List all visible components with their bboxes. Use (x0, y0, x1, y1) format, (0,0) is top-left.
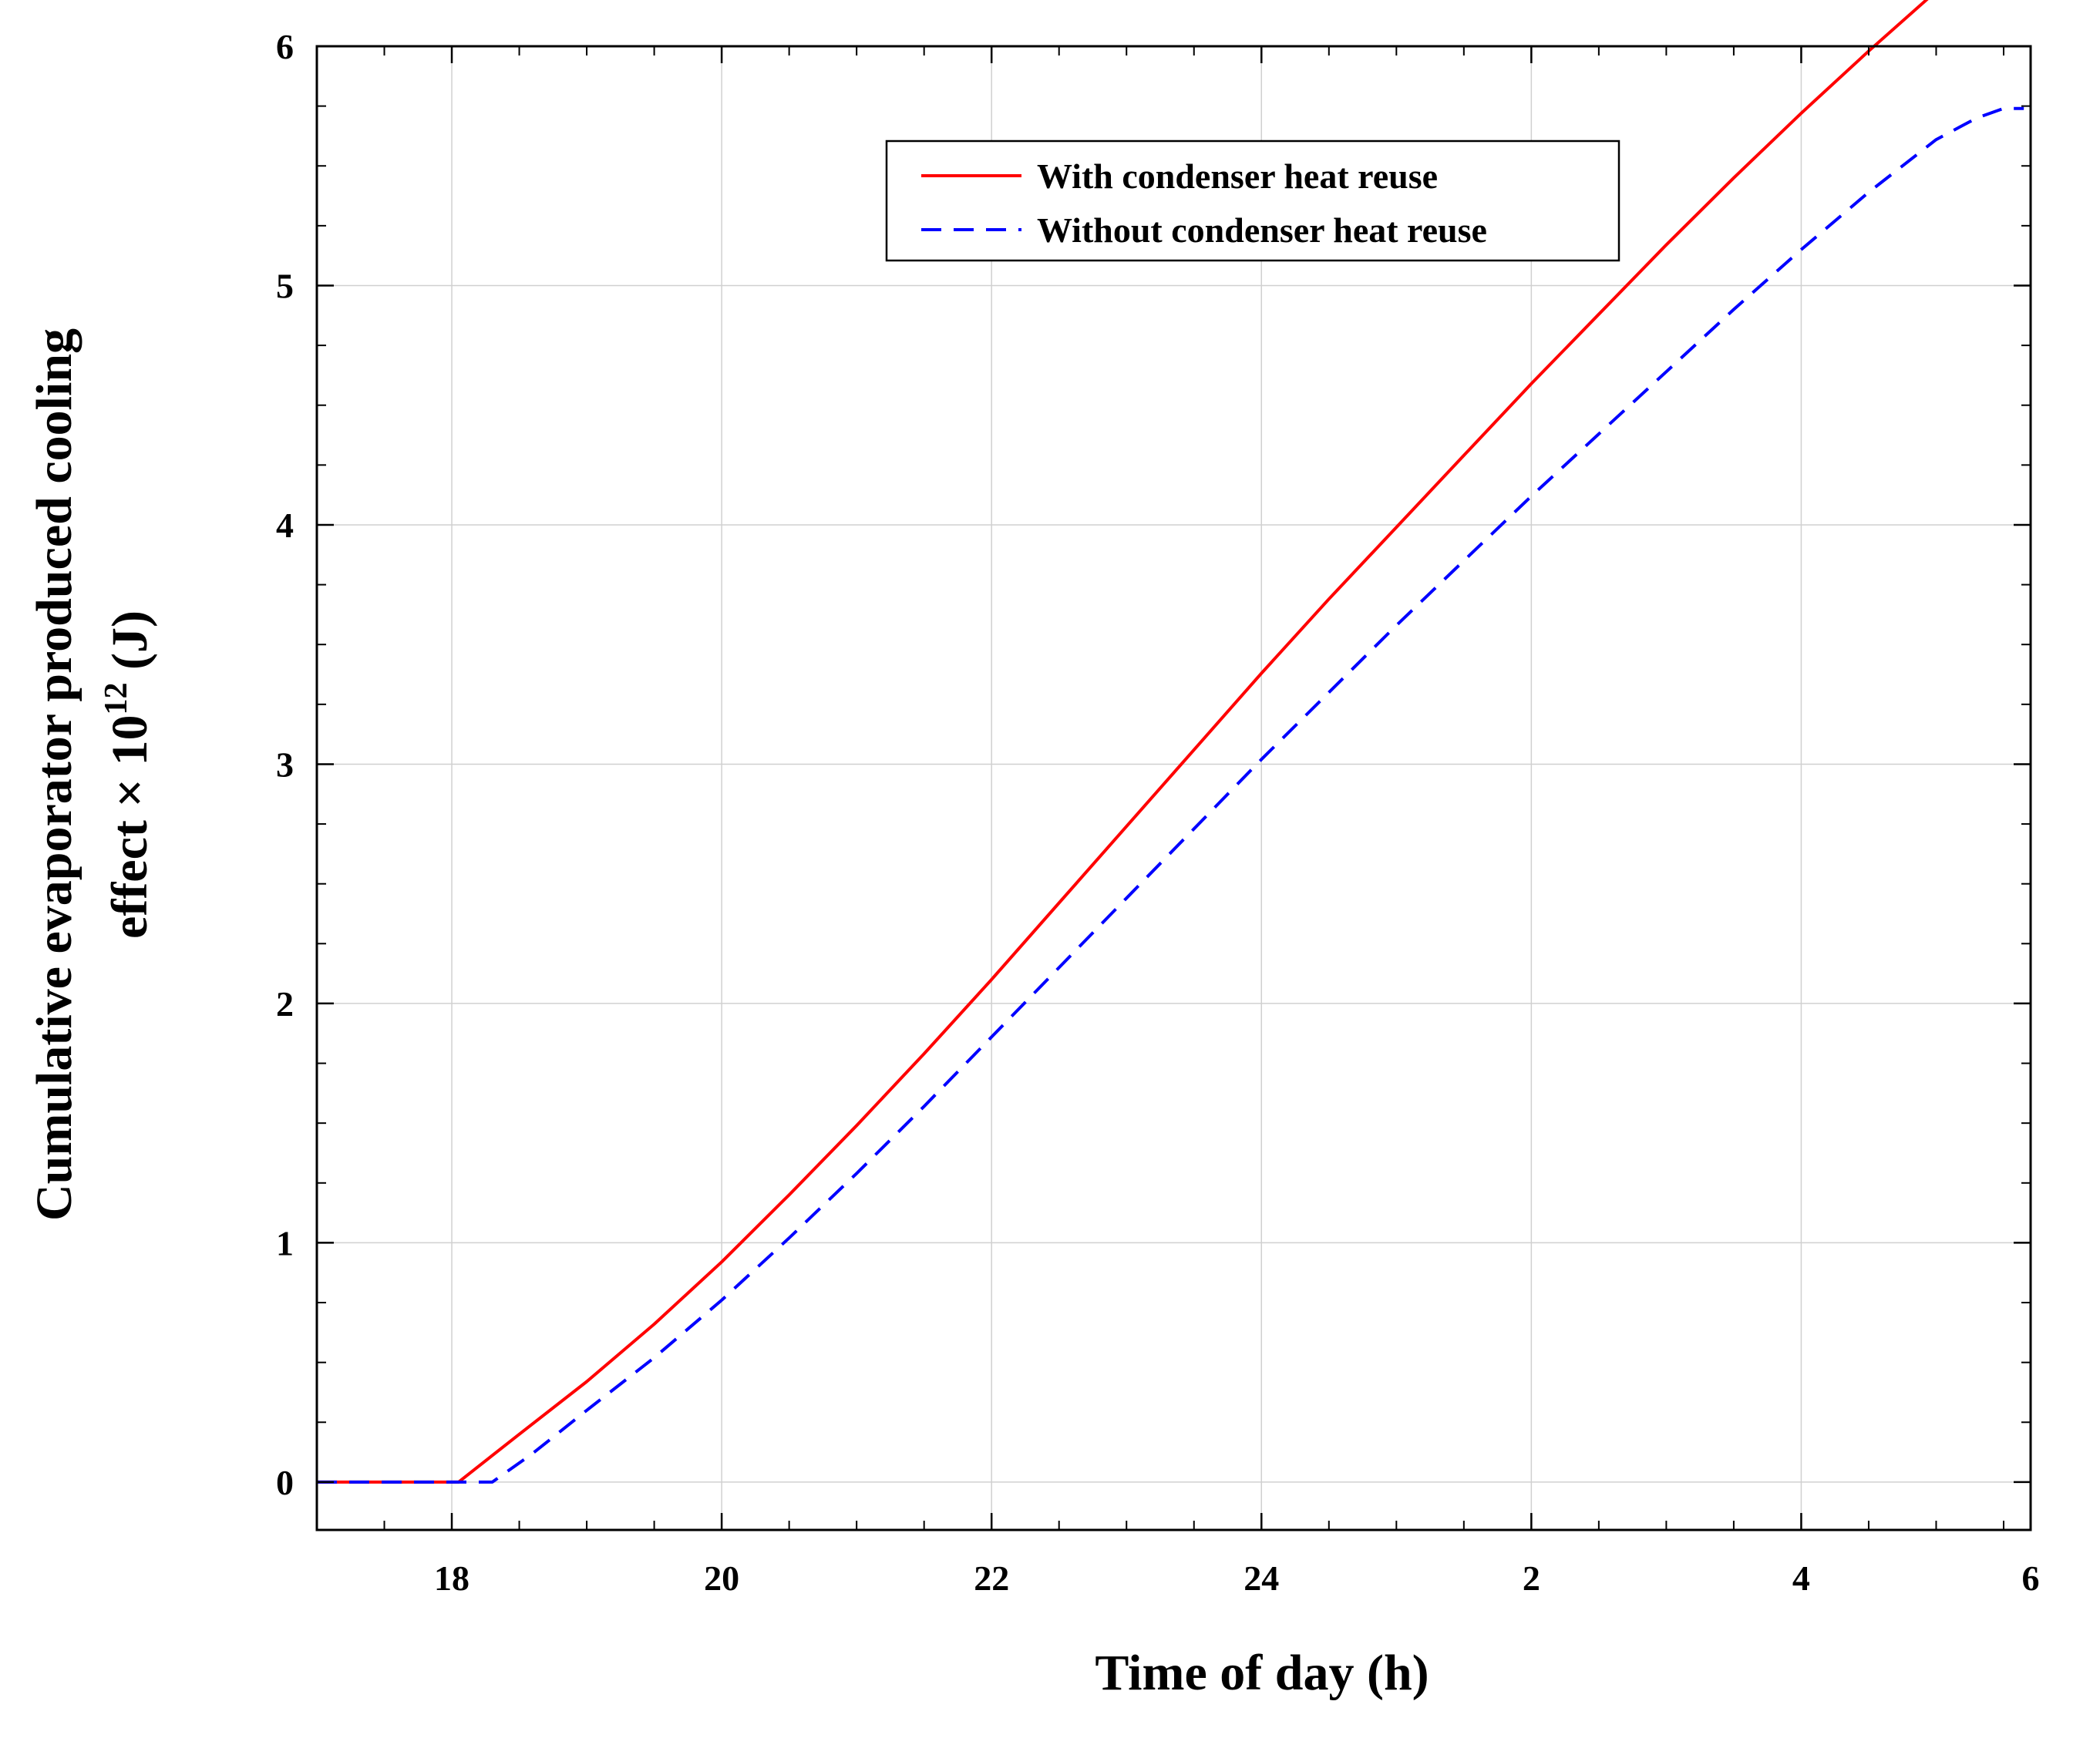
legend-label-with-reuse: With condenser heat reuse (1037, 156, 1438, 196)
legend-label-without-reuse: Without condenser heat reuse (1037, 210, 1487, 250)
axis-ticks (317, 45, 2032, 1530)
x-tick-label: 6 (2022, 1558, 2040, 1598)
y-tick-label: 0 (276, 1463, 294, 1502)
x-tick-label: 18 (434, 1558, 469, 1598)
legend: With condenser heat reuse Without conden… (885, 140, 1620, 262)
legend-box (885, 140, 1620, 262)
series-line-1 (317, 106, 2024, 1484)
y-tick-label: 1 (276, 1223, 294, 1262)
x-tick-label: 4 (1792, 1558, 1810, 1598)
y-tick-label: 2 (276, 984, 294, 1024)
y-tick-label: 5 (276, 266, 294, 305)
x-tick-label: 2 (1523, 1558, 1540, 1598)
plot-frame (315, 45, 2032, 1531)
y-axis-label-suffix: (J) (102, 610, 158, 682)
y-axis-label-line1: Cumulative evaporator produced cooling (26, 328, 82, 1221)
y-tick-label: 3 (276, 745, 294, 784)
series-layer (317, 0, 2024, 1484)
y-axis-label-line2: effect × 1012 (J) (99, 610, 158, 939)
grid (317, 45, 2031, 1530)
y-axis-label: Cumulative evaporator produced cooling e… (26, 328, 158, 1221)
series-line-0 (317, 0, 1929, 1484)
x-tick-label: 22 (974, 1558, 1009, 1598)
x-axis-label: Time of day (h) (1095, 1645, 1429, 1701)
y-axis-label-prefix: effect × 10 (102, 715, 158, 939)
y-tick-label: 4 (276, 506, 294, 545)
x-tick-label: 20 (704, 1558, 739, 1598)
y-tick-label: 6 (276, 27, 294, 66)
y-axis-label-exponent: 12 (99, 683, 134, 715)
x-tick-label: 24 (1244, 1558, 1279, 1598)
